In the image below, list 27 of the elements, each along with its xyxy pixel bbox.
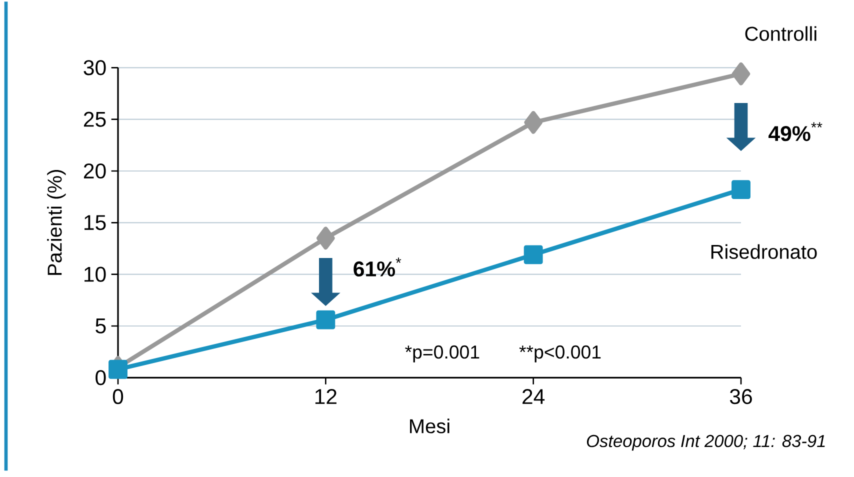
y-tick-label: 20	[84, 164, 106, 179]
y-tick-label: 10	[84, 266, 106, 282]
y-tick-label: 25	[84, 112, 106, 128]
point	[732, 62, 750, 86]
x-axis-title: Mesi	[410, 418, 450, 434]
series-label: Controlli	[745, 26, 816, 42]
point	[524, 245, 543, 264]
x-tick-label: 36	[730, 389, 752, 404]
point	[524, 111, 542, 134]
text: Risedronato	[711, 244, 817, 260]
x-tick-label: 0	[112, 389, 124, 404]
text: Osteoporos Int 2000; 11: 83-91	[586, 435, 825, 451]
point	[316, 310, 336, 330]
y-tick-label: 0	[96, 370, 106, 386]
x-tick-label: 12	[315, 389, 336, 404]
y-tick-label: 30	[84, 60, 106, 76]
annotation: **p<0.001	[519, 346, 601, 363]
y-axis-title: Pazienti (%)	[47, 170, 66, 276]
point	[316, 226, 335, 250]
point	[732, 180, 750, 200]
text: 49%$^{**}$	[768, 122, 822, 142]
point	[108, 360, 128, 380]
annotation: *p=0.001	[405, 346, 480, 363]
annotation: 61%$^{*}$	[354, 258, 402, 277]
y-tick-label: 5	[96, 318, 106, 334]
x-tick-label: 24	[522, 389, 545, 404]
y-tick-label: 15	[84, 215, 106, 230]
